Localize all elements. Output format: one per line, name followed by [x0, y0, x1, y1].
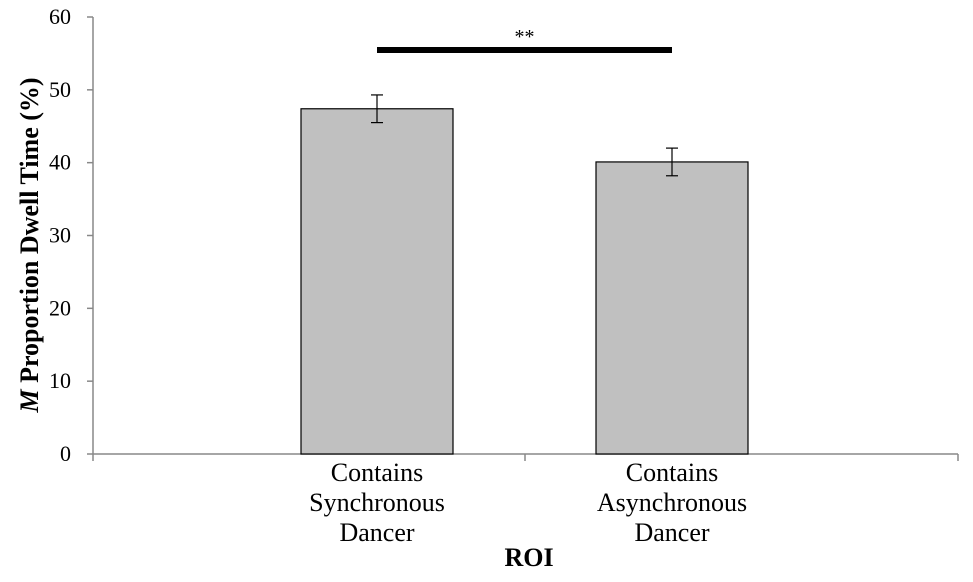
chart-labels: 0102030405060ContainsSynchronousDancerCo…	[49, 4, 747, 547]
y-tick-label: 60	[49, 4, 71, 29]
x-tick-label: Contains	[626, 458, 718, 487]
y-tick-label: 20	[49, 295, 71, 320]
chart-axes	[87, 16, 959, 461]
y-tick-label: 30	[49, 223, 71, 248]
bar	[300, 108, 454, 455]
bar	[595, 161, 749, 455]
y-axis-title-rest: Proportion Dwell Time (%)	[15, 77, 44, 389]
y-axis-title-italic: M	[15, 389, 44, 414]
y-axis-title: M Proportion Dwell Time (%)	[15, 77, 44, 413]
x-tick-label: Contains	[331, 458, 423, 487]
chart-bars	[300, 94, 749, 455]
y-tick-label: 40	[49, 150, 71, 175]
x-tick-label: Synchronous	[309, 488, 445, 517]
y-tick-label: 10	[49, 368, 71, 393]
significance-label: **	[515, 26, 535, 48]
x-axis-title: ROI	[504, 543, 553, 572]
x-tick-label: Dancer	[634, 518, 709, 547]
x-tick-label: Asynchronous	[597, 488, 747, 517]
y-tick-label: 0	[60, 441, 71, 466]
y-tick-label: 50	[49, 77, 71, 102]
x-tick-label: Dancer	[339, 518, 414, 547]
